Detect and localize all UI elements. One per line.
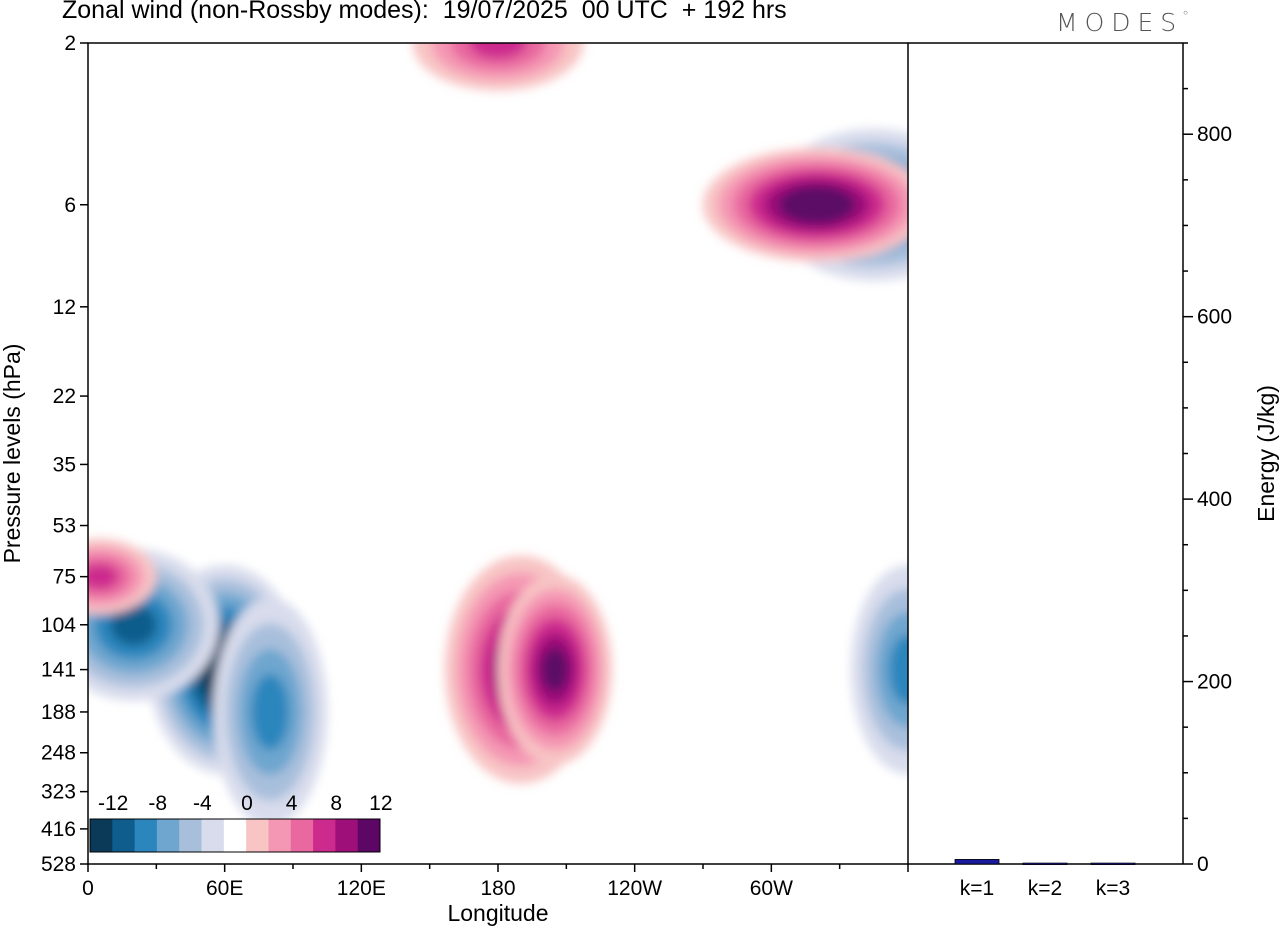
colorbar-label: 0: [241, 792, 253, 815]
colorbar: -12 -8 -4 0 4 8 12: [89, 792, 393, 853]
y-tick-label: 75: [53, 566, 76, 589]
y-tick-label: 6: [64, 194, 76, 217]
y-tick-label: 188: [41, 701, 76, 724]
y-tick-label: 141: [41, 659, 76, 682]
y-tick-label: 2: [64, 32, 76, 55]
colorbar-swatch: [90, 819, 113, 852]
colorbar-swatch: [290, 819, 314, 852]
bar-y-tick-label: 400: [1197, 488, 1232, 511]
colorbar-label: -8: [148, 792, 167, 815]
colorbar-swatch: [268, 819, 292, 852]
energy-bar-k=3: [1090, 862, 1136, 865]
y-tick-label: 416: [41, 818, 76, 841]
y-tick-label: 53: [53, 515, 76, 538]
field-contour-8-4: [88, 563, 119, 590]
colorbar-swatch: [156, 819, 180, 852]
y-tick-label: 12: [53, 296, 76, 319]
bar-category-label: k=2: [1028, 877, 1062, 900]
colorbar-swatch: [112, 819, 136, 852]
bar-y-tick-label: 0: [1197, 853, 1209, 876]
bar-category-label: k=1: [960, 877, 994, 900]
x-tick-label: 180: [480, 877, 515, 900]
colorbar-label: 8: [330, 792, 342, 815]
bar-y-tick-label: 800: [1197, 123, 1232, 146]
colorbar-swatch: [179, 819, 202, 852]
y-tick-label: 323: [41, 781, 76, 804]
energy-bar-k=1: [954, 859, 1000, 865]
colorbar-swatch: [357, 819, 381, 852]
x-tick-label: 60W: [750, 877, 793, 900]
heatmap-field: [88, 43, 908, 826]
x-tick-label: 60E: [206, 877, 243, 900]
x-tick-label: 0: [82, 877, 94, 900]
y-tick-label: 528: [41, 853, 76, 876]
x-axis-title: Longitude: [447, 900, 548, 926]
colorbar-label: 12: [369, 792, 392, 815]
bar-y-axis-title: Energy (J/kg): [1253, 385, 1279, 522]
energy-bar-chart: 0 200 400 600 800 Energy (J/kg) k=1 k=2 k=3: [908, 42, 1279, 900]
y-tick-label: 22: [53, 385, 76, 408]
field-contour-6-6: [541, 647, 569, 692]
x-tick-label: 120W: [607, 877, 662, 900]
y-tick-label: 248: [41, 742, 76, 765]
bar-category-label: k=3: [1096, 877, 1130, 900]
energy-bar-k=2: [1022, 862, 1068, 865]
colorbar-swatch: [313, 819, 336, 852]
colorbar-label: 4: [286, 792, 298, 815]
y-tick-label: 104: [41, 614, 76, 637]
field-contour-3-4: [889, 634, 908, 705]
colorbar-swatch: [223, 819, 247, 852]
modes-logo: MODES○: [1056, 8, 1189, 37]
field-contour-1-5: [110, 604, 157, 646]
colorbar-swatch: [246, 819, 269, 852]
x-tick-label: 120E: [337, 877, 386, 900]
colorbar-swatch: [201, 819, 225, 852]
chart-title: Zonal wind (non-Rossby modes): 19/07/202…: [62, 0, 787, 24]
field-contour-2-4: [251, 673, 290, 750]
colorbar-swatch: [134, 819, 158, 852]
bar-y-tick-label: 200: [1197, 671, 1232, 694]
field-contour-9-4: [469, 43, 527, 59]
colorbar-frame: [89, 818, 381, 853]
colorbar-label: -12: [98, 792, 128, 815]
y-axis-title: Pressure levels (hPa): [0, 344, 25, 564]
bar-y-tick-label: 600: [1197, 306, 1232, 329]
colorbar-swatch: [335, 819, 359, 852]
field-contour-7-7: [794, 193, 840, 217]
colorbar-label: -4: [193, 792, 212, 815]
y-tick-label: 35: [53, 453, 76, 476]
